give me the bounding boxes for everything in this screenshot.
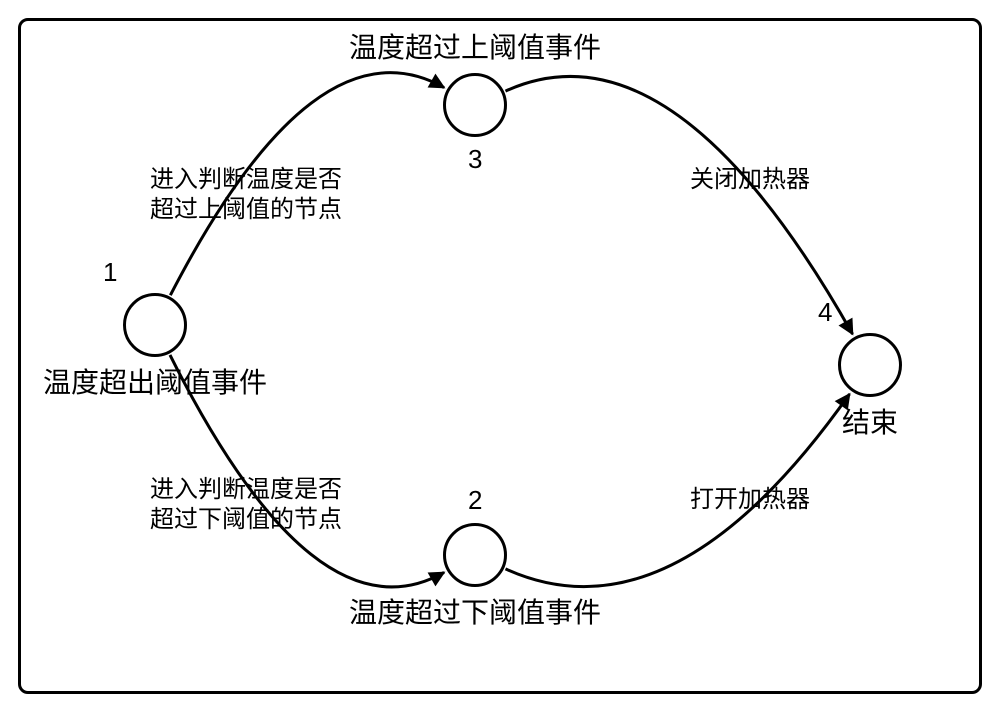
node-1 bbox=[123, 293, 187, 357]
node-2-title: 温度超过下阈值事件 bbox=[349, 595, 601, 630]
node-2-num: 2 bbox=[468, 484, 482, 517]
edge-1-3-label: 进入判断温度是否 超过上阈值的节点 bbox=[150, 165, 342, 225]
node-1-num: 1 bbox=[103, 256, 117, 289]
node-4-num: 4 bbox=[818, 296, 832, 329]
edge-3-4 bbox=[505, 76, 852, 334]
edge-3-4-label: 关闭加热器 bbox=[690, 165, 810, 195]
node-3 bbox=[443, 73, 507, 137]
edge-1-2-label: 进入判断温度是否 超过下阈值的节点 bbox=[150, 475, 342, 535]
node-2 bbox=[443, 523, 507, 587]
diagram-canvas: 1温度超出阈值事件2温度超过下阈值事件3温度超过上阈值事件4结束进入判断温度是否… bbox=[0, 0, 1000, 712]
edge-2-4-label: 打开加热器 bbox=[690, 485, 810, 515]
node-3-num: 3 bbox=[468, 143, 482, 176]
node-3-title: 温度超过上阈值事件 bbox=[349, 30, 601, 65]
node-4-title: 结束 bbox=[842, 405, 898, 440]
node-1-title: 温度超出阈值事件 bbox=[43, 365, 267, 400]
node-4 bbox=[838, 333, 902, 397]
